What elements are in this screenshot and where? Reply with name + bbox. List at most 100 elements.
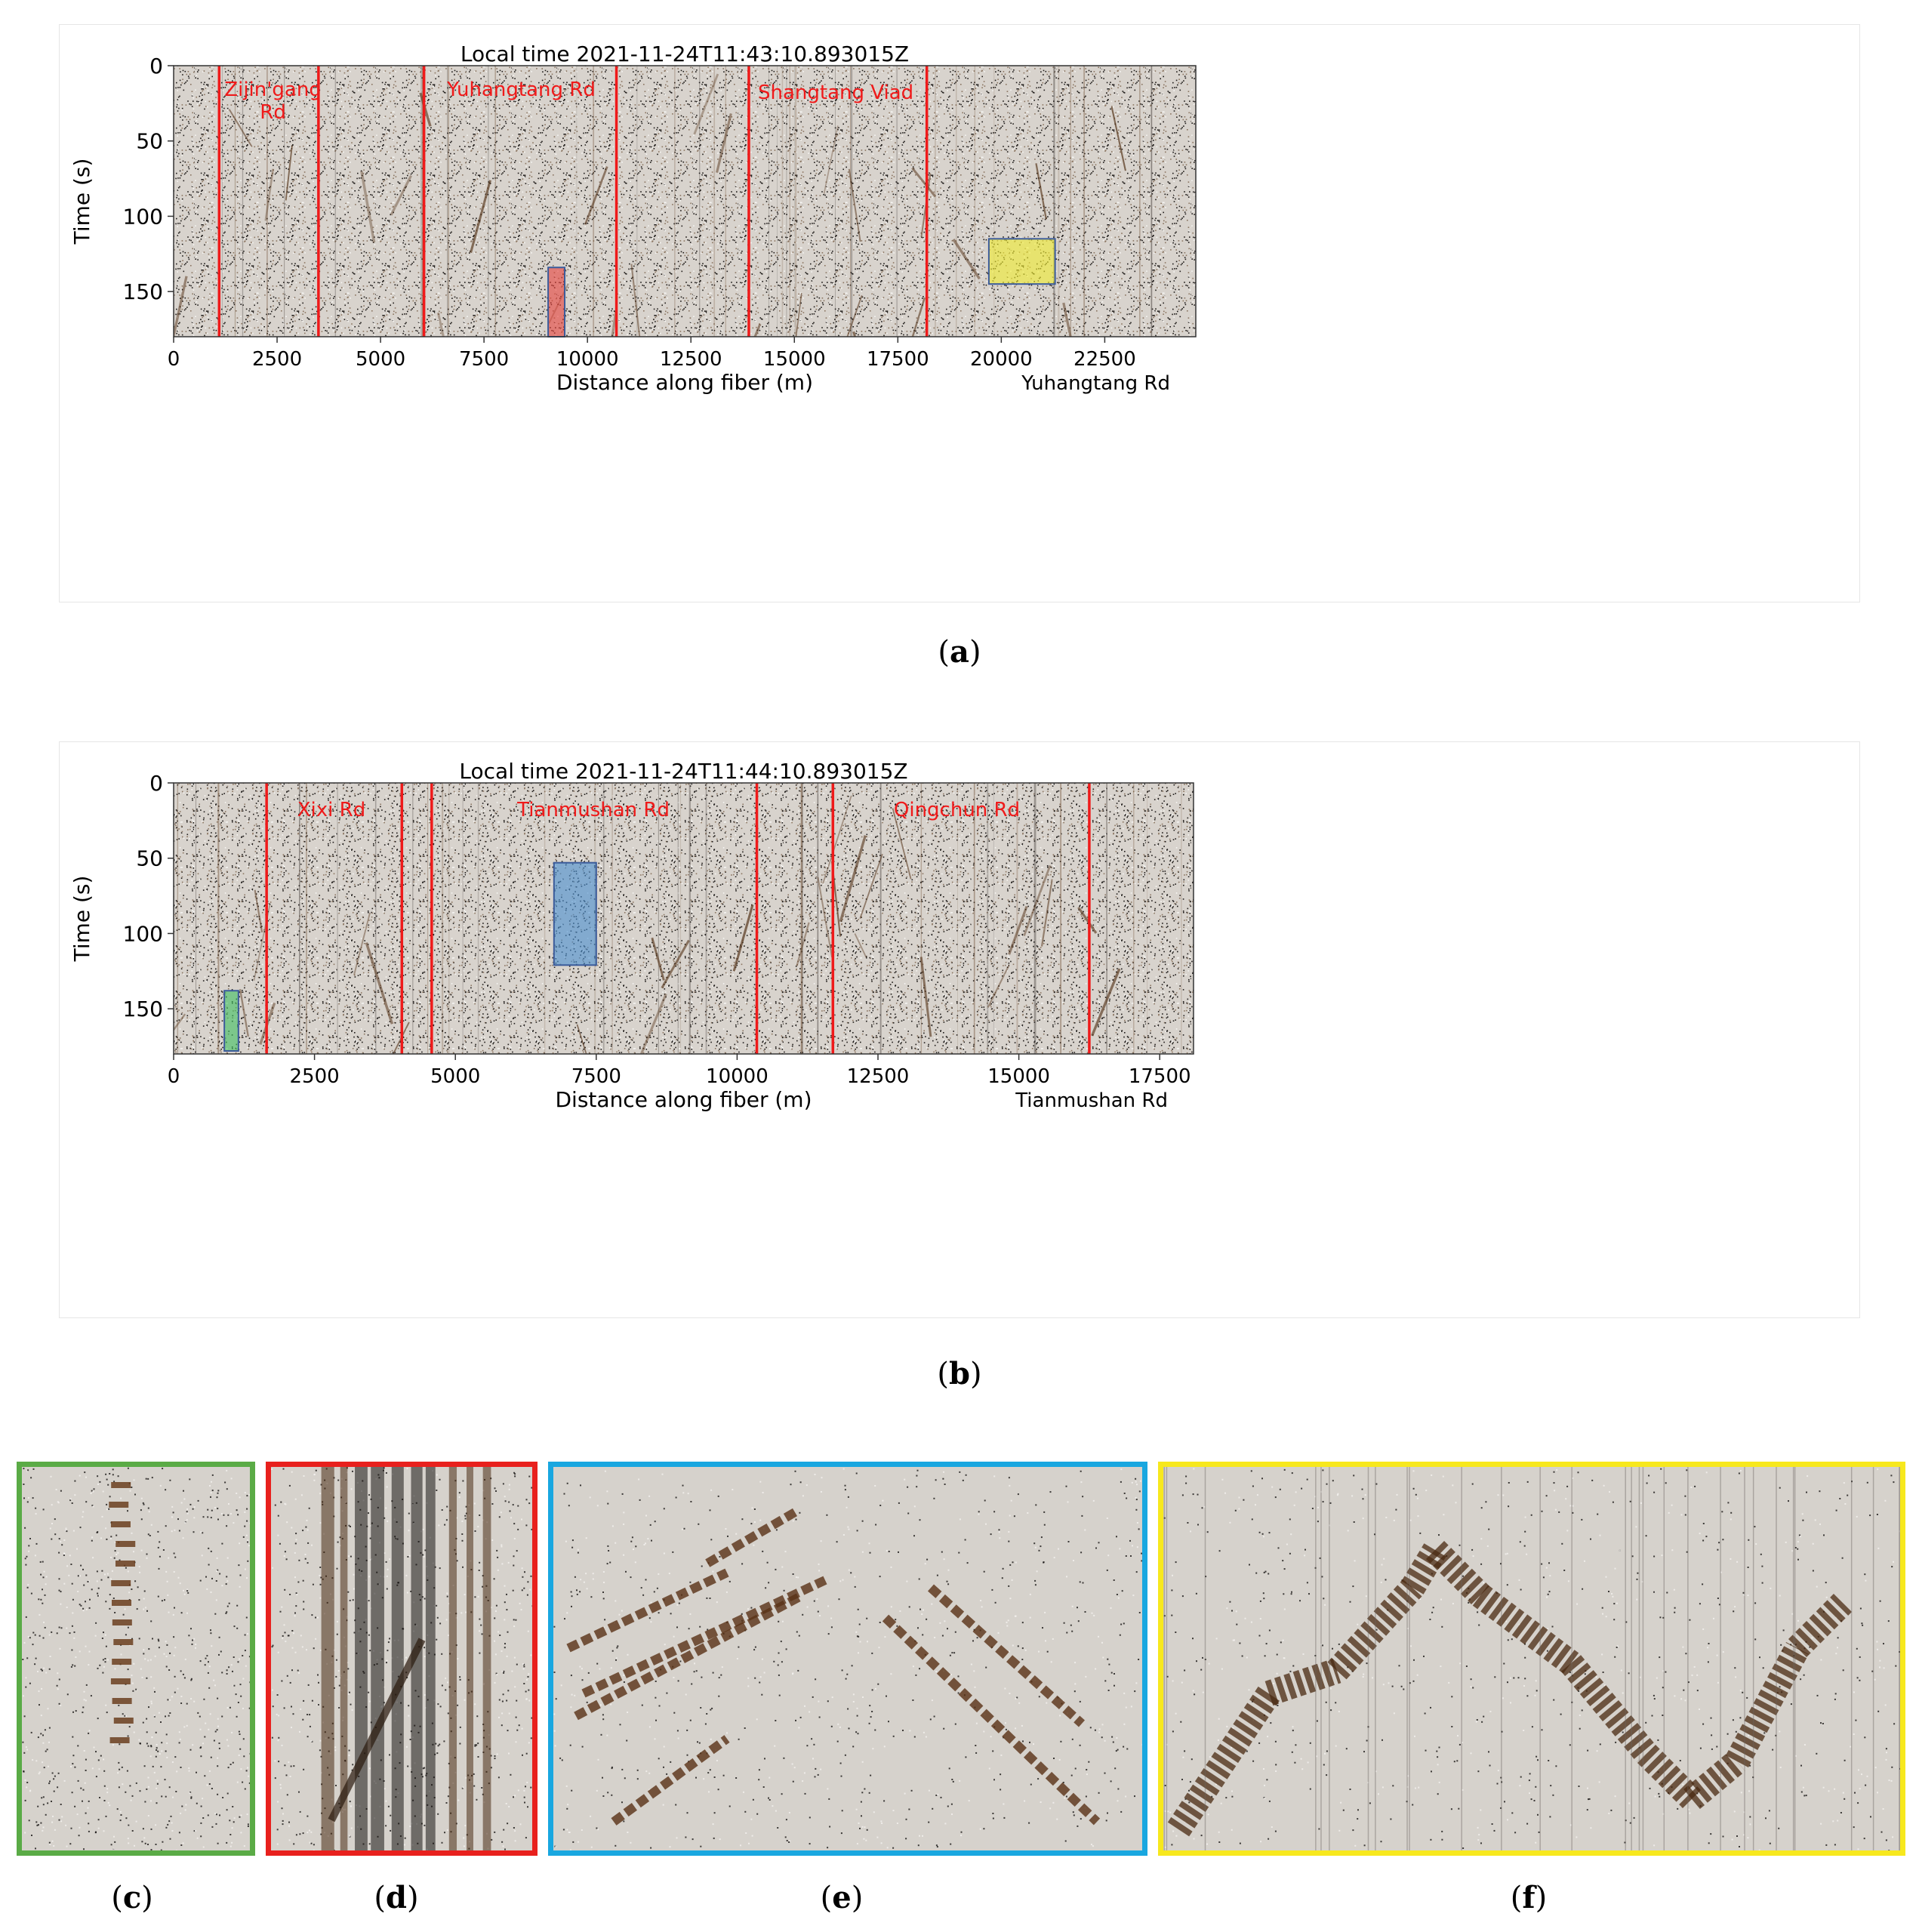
- road-label-line: Qingchun Rd: [894, 799, 1020, 821]
- caption-f: (f): [1510, 1880, 1548, 1915]
- vehicle-trajectory: [1008, 905, 1028, 955]
- y-axis-label: Time (s): [69, 159, 94, 245]
- vehicle-trajectory: [353, 912, 371, 975]
- caption-c-letter: c: [122, 1880, 142, 1915]
- zoom-texture: [22, 1467, 250, 1850]
- vehicle-trajectory: [285, 145, 293, 201]
- y-tick-label: 150: [123, 279, 163, 304]
- vehicle-trajectory: [753, 323, 762, 337]
- vehicle-trajectory: [360, 171, 376, 243]
- vehicle-trajectory: [987, 964, 1010, 1008]
- vehicle-trajectory: [174, 1013, 186, 1032]
- vehicle-trajectory: [630, 263, 641, 337]
- x-tick-label: 12500: [847, 1065, 910, 1088]
- zoom-texture: [1163, 1467, 1900, 1850]
- caption-d: (d): [374, 1880, 419, 1915]
- axes-frame: [173, 782, 1194, 1055]
- vehicle-trajectory: [436, 312, 445, 337]
- panel-b-plot: Xixi Rd Tianmushan Rd Qingchun Rd 0 2500 5000…: [69, 759, 1194, 1112]
- road-label-line: Xixi Rd: [297, 799, 365, 821]
- y-tick-label: 0: [149, 771, 163, 796]
- x-tick-label: 5000: [356, 348, 405, 371]
- x-tick-label: 12500: [660, 348, 722, 371]
- noise-image: [174, 66, 1196, 337]
- vehicle-traces: [174, 783, 1182, 1054]
- y-tick-label: 100: [123, 921, 163, 946]
- vehicle-trajectory: [1077, 906, 1098, 934]
- vehicle-trajectory: [584, 166, 608, 225]
- road-label-line: Rd: [260, 101, 286, 124]
- y-tick-label: 0: [149, 54, 163, 79]
- vehicle-trajectory: [1035, 163, 1048, 220]
- caption-f-letter: f: [1522, 1880, 1536, 1915]
- y-tick-label: 50: [136, 129, 163, 154]
- x-tick-label: 2500: [290, 1065, 340, 1088]
- vehicle-trajectory: [817, 877, 833, 958]
- road-label-line: Shangtang Viad: [758, 82, 913, 104]
- caption-a: (a): [938, 634, 981, 670]
- vehicle-trajectory: [1040, 879, 1053, 947]
- x-tick-label: 17500: [1129, 1065, 1191, 1088]
- panel-a-plot: Zijin'gang Rd Yuhangtang Rd Shangtang Viad 0…: [69, 42, 1197, 395]
- vehicle-trajectory: [952, 239, 981, 280]
- x-tick-label: 10000: [706, 1065, 769, 1088]
- road-label-line: Zijin'gang: [224, 79, 322, 101]
- noise-image: [174, 783, 1194, 1054]
- road-label: Tianmushan Rd: [516, 799, 670, 821]
- vehicle-traces: [174, 66, 1153, 337]
- vehicle-trajectory: [576, 1024, 587, 1054]
- caption-d-letter: d: [386, 1880, 407, 1915]
- caption-b-letter: b: [949, 1356, 970, 1391]
- vehicle-trajectory: [239, 989, 250, 1037]
- zoom-texture: [271, 1467, 532, 1850]
- vehicle-trajectory: [390, 174, 412, 216]
- highlight-box: [223, 990, 239, 1052]
- vehicle-trajectory: [228, 109, 253, 147]
- zoom-panel-f: [1158, 1462, 1905, 1856]
- road-label: Shangtang Viad: [758, 82, 913, 104]
- x-tick-label: 17500: [867, 348, 929, 371]
- x-tick-label: 7500: [571, 1065, 621, 1088]
- x-tick-label: 2500: [252, 348, 302, 371]
- vehicle-trajectory: [470, 180, 491, 254]
- zoom-texture: [553, 1467, 1142, 1850]
- zoom-panel-e: [548, 1462, 1147, 1856]
- x-tick-label: 10000: [556, 348, 619, 371]
- x-axis-label: Distance along fiber (m): [556, 370, 813, 395]
- y-tick-label: 50: [136, 846, 163, 871]
- caption-b: (b): [937, 1356, 982, 1391]
- y-axis-label: Time (s): [69, 876, 94, 963]
- road-label: Qingchun Rd: [894, 799, 1020, 821]
- road-label-line: Yuhangtang Rd: [446, 79, 596, 101]
- x-tick-label: 20000: [970, 348, 1033, 371]
- plot-title: Local time 2021-11-24T11:43:10.893015Z: [460, 42, 909, 66]
- vehicle-trajectory: [419, 92, 432, 127]
- x-tick-label: 0: [168, 1065, 180, 1088]
- vehicle-trajectory: [174, 276, 188, 337]
- x-tick-label: 15000: [763, 348, 826, 371]
- caption-e: (e): [820, 1880, 864, 1915]
- vehicle-trajectory: [715, 113, 732, 174]
- vehicle-trajectory: [693, 73, 719, 135]
- vehicle-trajectory: [1023, 864, 1052, 937]
- vehicle-trajectory: [651, 937, 665, 981]
- vehicle-trajectory: [846, 295, 863, 337]
- vehicle-trajectory: [1091, 968, 1121, 1037]
- vehicle-trajectory: [1110, 106, 1126, 171]
- zoom-signal: [321, 1467, 491, 1850]
- vehicle-trajectory: [254, 889, 263, 933]
- vehicle-trajectory: [852, 331, 857, 337]
- vehicle-trajectory: [839, 835, 867, 923]
- x-tick-label: 5000: [430, 1065, 480, 1088]
- caption-a-letter: a: [950, 634, 969, 670]
- x-tick-label: 0: [168, 348, 180, 371]
- road-label: Yuhangtang Rd: [446, 79, 596, 101]
- vehicle-trajectory: [823, 125, 839, 194]
- highlight-box: [987, 238, 1056, 285]
- x-tick-label: 15000: [987, 1065, 1050, 1088]
- road-corner-label: Tianmushan Rd: [1015, 1089, 1168, 1112]
- x-axis-label: Distance along fiber (m): [556, 1087, 812, 1112]
- vehicle-trajectory: [661, 939, 690, 989]
- zoom-signal: [566, 1508, 1101, 1826]
- vehicle-trajectory: [892, 808, 912, 880]
